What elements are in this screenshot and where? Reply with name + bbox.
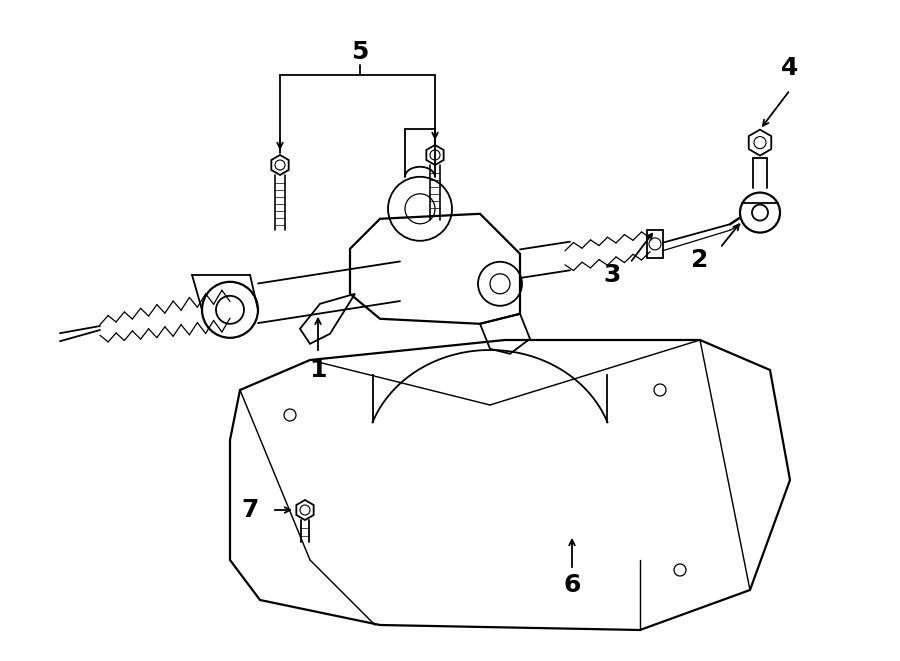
Text: 2: 2	[691, 248, 708, 272]
Text: 1: 1	[310, 358, 327, 382]
Text: 6: 6	[563, 573, 580, 597]
Text: 5: 5	[351, 40, 369, 64]
Text: 4: 4	[781, 56, 798, 80]
Text: 7: 7	[241, 498, 258, 522]
Bar	[647, 230, 663, 258]
Text: 3: 3	[603, 263, 621, 287]
